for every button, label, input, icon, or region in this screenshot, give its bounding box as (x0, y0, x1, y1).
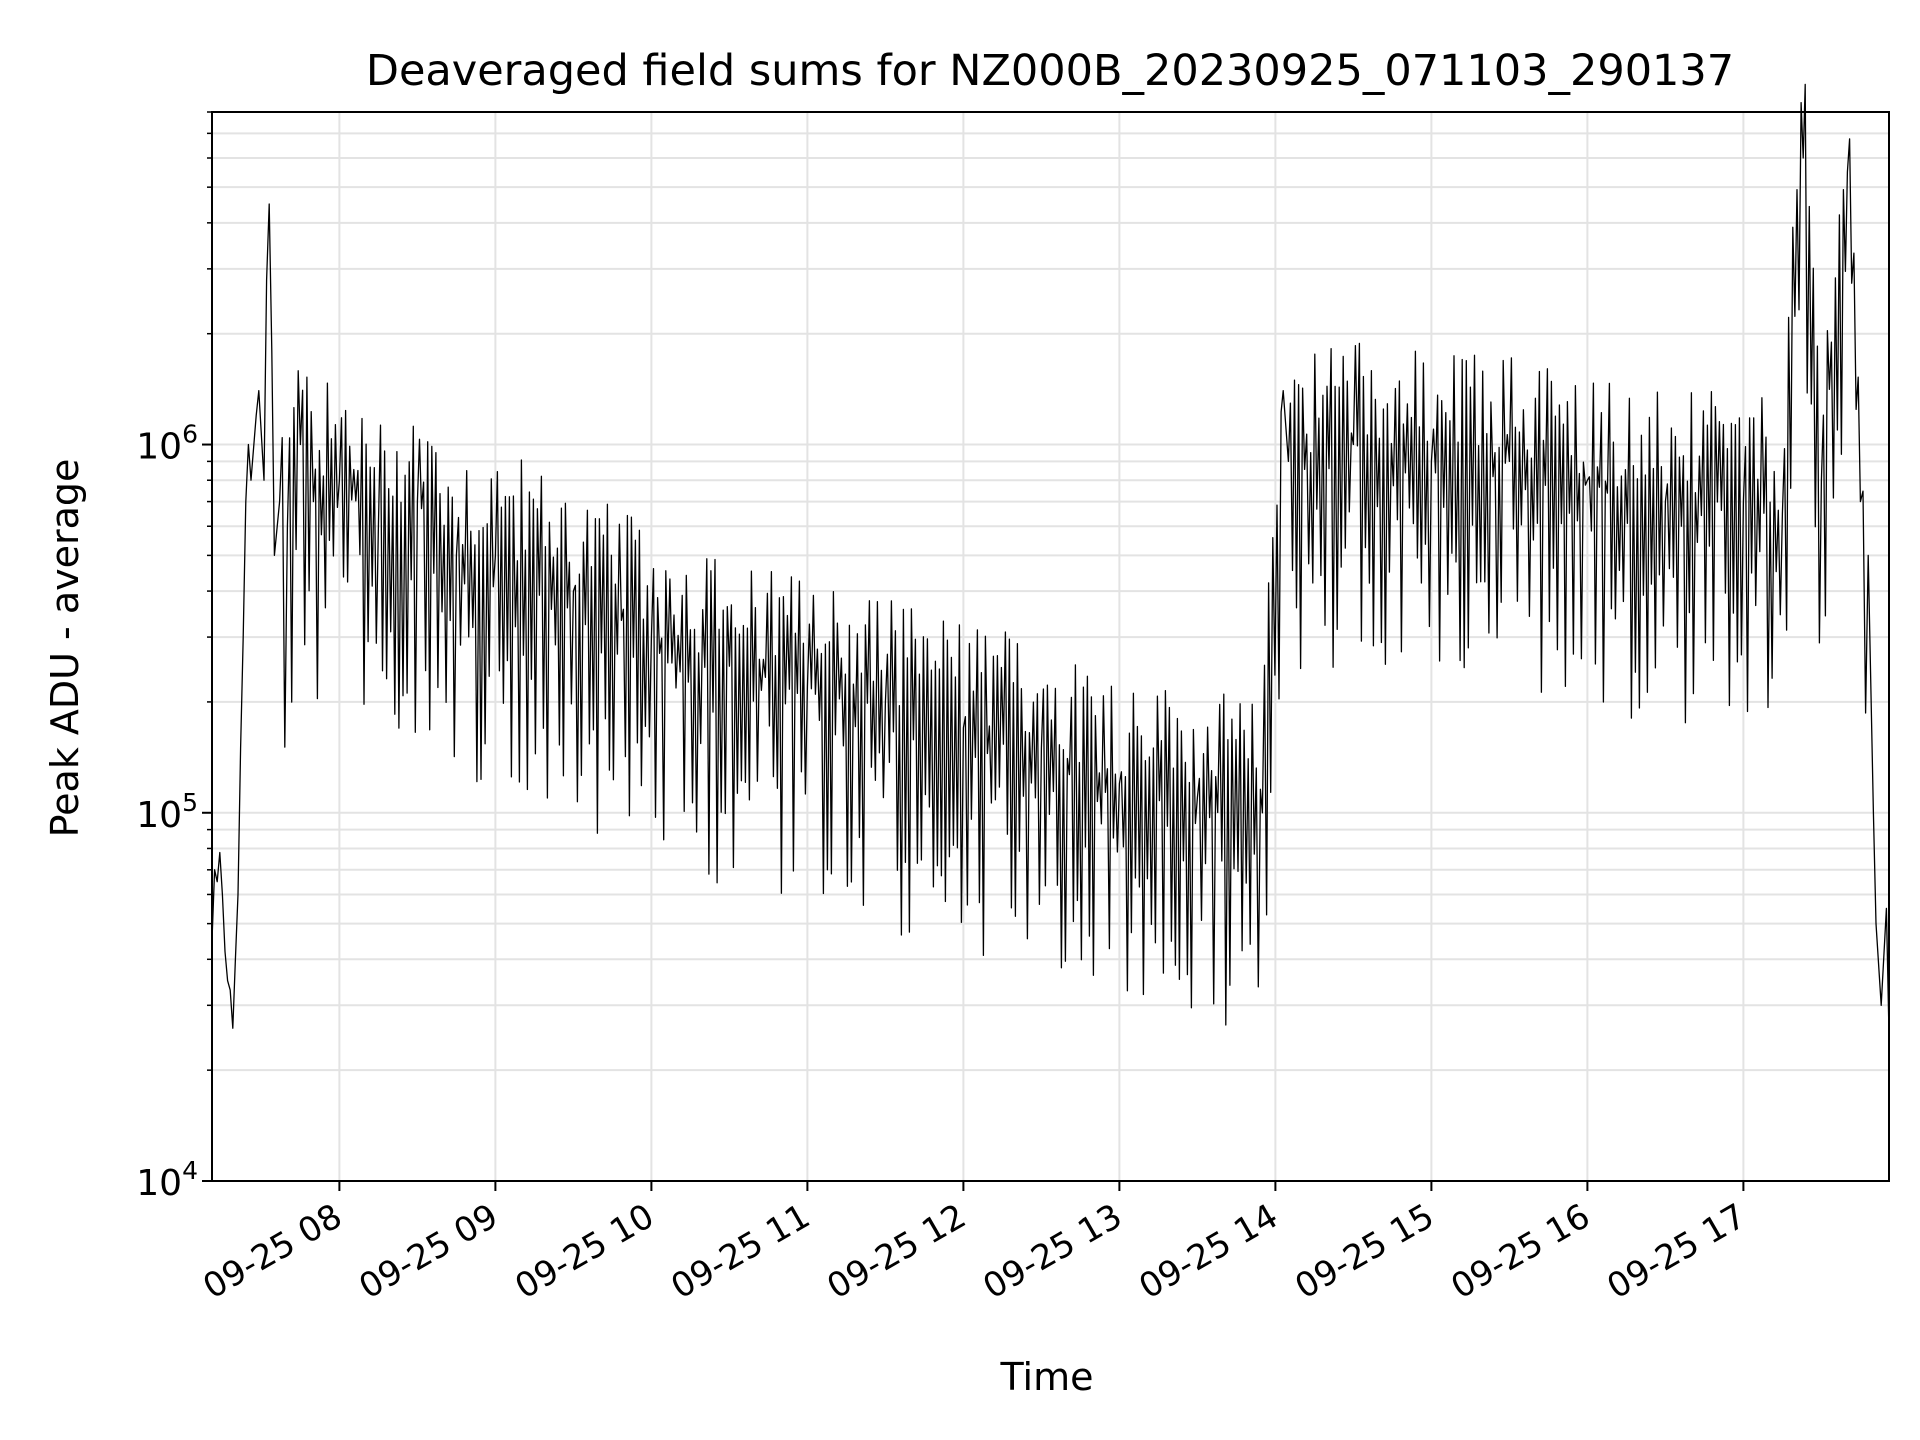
x-tick-label: 09-25 12 (821, 1196, 973, 1307)
x-tick-label: 09-25 15 (1289, 1196, 1441, 1307)
grid (212, 111, 1889, 1182)
x-tick-label: 09-25 11 (665, 1196, 817, 1307)
series-line (211, 83, 1890, 1035)
x-tick-label: 09-25 09 (353, 1196, 505, 1307)
x-tick-label: 09-25 14 (1133, 1196, 1285, 1307)
data-layer (211, 83, 1890, 1035)
y-tick-label: 105 (136, 788, 198, 836)
x-tick-label: 09-25 17 (1601, 1196, 1753, 1307)
y-axis-label: Peak ADU - average (43, 459, 87, 838)
x-axis-label: Time (1000, 1355, 1094, 1399)
chart-title: Deaveraged field sums for NZ000B_2023092… (366, 46, 1734, 96)
x-tick-label: 09-25 16 (1445, 1196, 1597, 1307)
x-tick-label: 09-25 08 (197, 1196, 349, 1307)
plot-frame (211, 111, 1890, 1182)
y-tick-label: 104 (136, 1156, 198, 1204)
x-tick-label: 09-25 13 (977, 1196, 1129, 1307)
x-tick-label: 09-25 10 (509, 1196, 661, 1307)
y-tick-label: 106 (136, 420, 198, 468)
